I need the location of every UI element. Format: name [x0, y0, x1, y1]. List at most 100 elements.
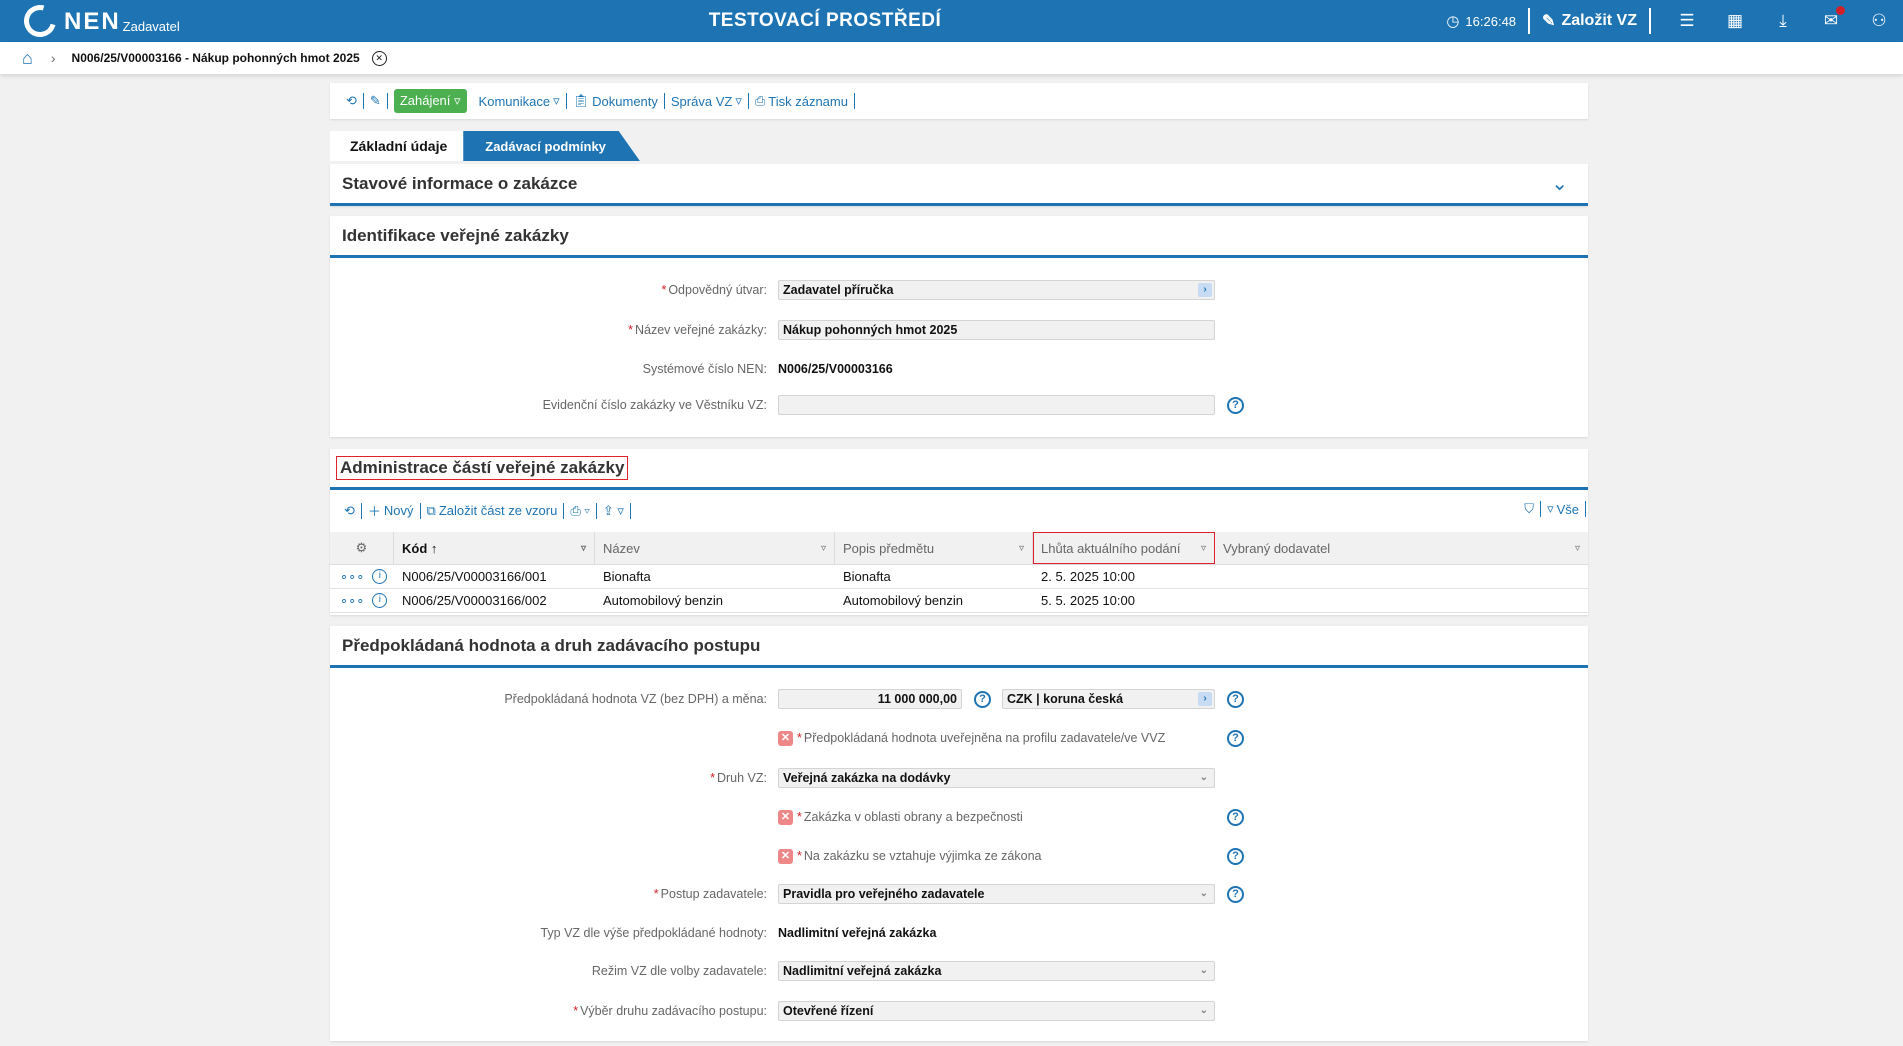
more-actions-icon[interactable]: ∘∘∘: [340, 568, 365, 584]
divider: [1528, 8, 1531, 34]
from-template-button[interactable]: ⧉ Založit část ze vzoru: [426, 502, 558, 519]
chevron-right-icon: ›: [50, 50, 56, 66]
cell-deadline: 2. 5. 2025 10:00: [1041, 569, 1135, 584]
template-icon: ⧉: [426, 502, 436, 518]
type-label: * Druh VZ:: [710, 771, 767, 785]
help-icon[interactable]: ?: [1227, 808, 1244, 826]
table-row[interactable]: ∘∘∘ i N006/25/V00003166/001 Bionafta Bion…: [330, 565, 1588, 589]
cell-code[interactable]: N006/25/V00003166/001: [402, 569, 547, 584]
identification-section: Identifikace veřejné zakázky * Odpovědný …: [330, 216, 1588, 437]
print-menu-button[interactable]: ⎙ ▿: [570, 502, 590, 518]
column-description[interactable]: Popis předmětu ▿: [835, 532, 1033, 564]
defense-checkbox[interactable]: ✕: [778, 809, 793, 825]
help-icon[interactable]: ?: [1227, 847, 1244, 865]
size-label: Typ VZ dle výše předpokládané hodnoty:: [540, 926, 767, 940]
table-row[interactable]: ∘∘∘ i N006/25/V00003166/002 Automobilový …: [330, 589, 1588, 613]
chevron-down-icon: ⌄: [1199, 888, 1208, 899]
column-settings-icon[interactable]: ⚙: [330, 532, 394, 564]
section-title: Předpokládaná hodnota a druh zadávacího …: [342, 635, 761, 655]
cell-name: Bionafta: [603, 569, 651, 584]
regime-select[interactable]: Nadlimitní veřejná zakázka ⌄: [778, 961, 1215, 981]
download-icon[interactable]: ⤓: [1779, 11, 1787, 30]
type-select[interactable]: Veřejná zakázka na dodávky ⌄: [778, 768, 1215, 788]
status-section-header[interactable]: Stavové informace o zakázce ⌄: [330, 164, 1588, 206]
cell-supplier: [1215, 565, 1223, 588]
method-select[interactable]: Otevřené řízení ⌄: [778, 1001, 1215, 1021]
create-vz-button[interactable]: ✎ Založit VZ: [1542, 11, 1637, 31]
chevron-right-icon[interactable]: ›: [1198, 692, 1212, 706]
procedure-select[interactable]: Pravidla pro veřejného zadavatele ⌄: [778, 884, 1215, 904]
published-checkbox[interactable]: ✕: [778, 730, 793, 746]
evid-field[interactable]: [778, 395, 1215, 415]
print-record-button[interactable]: ⎙ Tisk záznamu: [749, 93, 854, 109]
value-label: Předpokládaná hodnota VZ (bez DPH) a měn…: [504, 692, 767, 706]
info-icon[interactable]: i: [372, 593, 388, 608]
value-field[interactable]: 11 000 000,00: [778, 689, 962, 709]
unit-label: * Odpovědný útvar:: [661, 283, 767, 297]
session-time: 16:26:48: [1465, 13, 1517, 29]
breadcrumb: ⌂ › N006/25/V00003166 - Nákup pohonných …: [0, 42, 1903, 74]
procedure-label: * Postup zadavatele:: [653, 887, 767, 901]
sysnum-value: N006/25/V00003166: [778, 362, 893, 376]
published-label: * Předpokládaná hodnota uveřejněna na pro…: [797, 731, 1166, 745]
method-label: * Výběr druhu zadávacího postupu:: [573, 1004, 767, 1018]
mail-icon[interactable]: ✉: [1807, 6, 1855, 31]
section-header: Identifikace veřejné zakázky: [330, 216, 1588, 258]
start-label: Zahájení: [399, 93, 451, 108]
exception-checkbox[interactable]: ✕: [778, 848, 793, 864]
menu-icon[interactable]: ☰: [1679, 11, 1695, 30]
notification-badge: [1836, 6, 1845, 15]
value-section: Předpokládaná hodnota a druh zadávacího …: [330, 626, 1588, 1041]
refresh-icon[interactable]: ⟲: [346, 93, 357, 108]
column-name[interactable]: Název ▿: [595, 532, 835, 564]
communication-label: Komunikace: [478, 93, 551, 109]
export-menu-button[interactable]: ⇪ ▿: [602, 502, 624, 518]
management-menu-button[interactable]: Správa VZ ▿: [670, 93, 742, 109]
nen-logo[interactable]: NEN Zadavatel: [18, 0, 180, 43]
column-code[interactable]: Kód ↑ ▿: [394, 532, 595, 564]
help-icon[interactable]: ?: [974, 690, 991, 708]
table-header: ⚙ Kód ↑ ▿ Název ▿ Popis předmětu ▿ Lhůta ak…: [330, 532, 1588, 565]
more-actions-icon[interactable]: ∘∘∘: [340, 592, 365, 608]
section-title: Administrace částí veřejné zakázky: [336, 456, 629, 480]
new-part-button[interactable]: ＋ Nový: [367, 503, 414, 519]
home-icon[interactable]: ⌂: [22, 47, 33, 68]
help-icon[interactable]: ?: [1227, 729, 1244, 747]
clipboard-icon: 📋︎: [572, 93, 590, 108]
column-deadline[interactable]: Lhůta aktuálního podání ▿: [1033, 532, 1215, 564]
size-value: Nadlimitní veřejná zakázka: [778, 926, 937, 940]
filter-icon[interactable]: ⛉: [1524, 501, 1535, 516]
chevron-right-icon[interactable]: ›: [1198, 283, 1212, 297]
refresh-icon[interactable]: ⟲: [344, 502, 355, 518]
calendar-icon[interactable]: ▦: [1726, 11, 1744, 30]
tab-conditions[interactable]: Zadávací podmínky: [463, 131, 640, 161]
cell-code[interactable]: N006/25/V00003166/002: [402, 593, 547, 608]
breadcrumb-title[interactable]: N006/25/V00003166 - Nákup pohonných hmot…: [71, 51, 360, 65]
start-menu-button[interactable]: Zahájení ▿: [388, 89, 473, 113]
name-label: * Název veřejné zakázky:: [628, 323, 767, 337]
name-field[interactable]: Nákup pohonných hmot 2025: [778, 320, 1215, 340]
help-icon[interactable]: ?: [1227, 690, 1244, 708]
help-icon[interactable]: ?: [1227, 885, 1244, 903]
cell-description: Automobilový benzin: [843, 593, 963, 608]
documents-button[interactable]: 📋︎ Dokumenty: [567, 93, 664, 109]
documents-label: Dokumenty: [592, 93, 658, 109]
unit-field[interactable]: Zadavatel příručka ›: [778, 280, 1215, 300]
cell-supplier: [1215, 589, 1223, 612]
printer-icon: ⎙: [754, 93, 766, 108]
currency-field[interactable]: CZK | koruna česká ›: [1002, 689, 1215, 709]
pencil-icon[interactable]: ✎: [369, 93, 381, 108]
edit-icon: ✎: [1542, 13, 1556, 30]
view-all-button[interactable]: ▿ Vše: [1547, 501, 1579, 517]
user-icon[interactable]: ⚇: [1871, 11, 1887, 30]
chevron-down-icon[interactable]: ⌄: [1551, 173, 1568, 195]
parts-table: ⚙ Kód ↑ ▿ Název ▿ Popis předmětu ▿ Lhůta ak…: [330, 532, 1588, 613]
info-icon[interactable]: i: [372, 569, 388, 584]
communication-menu-button[interactable]: Komunikace ▿: [478, 93, 560, 109]
tab-basic-info[interactable]: Základní údaje: [330, 131, 468, 161]
help-icon[interactable]: ?: [1227, 396, 1244, 414]
column-supplier[interactable]: Vybraný dodavatel ▿: [1223, 540, 1580, 556]
close-icon[interactable]: ✕: [371, 50, 387, 66]
environment-title: TESTOVACÍ PROSTŘEDÍ: [708, 10, 942, 31]
record-toolbar: ⟲ ✎ Zahájení ▿ Komunikace ▿ 📋︎ Dokumenty …: [330, 83, 1588, 119]
